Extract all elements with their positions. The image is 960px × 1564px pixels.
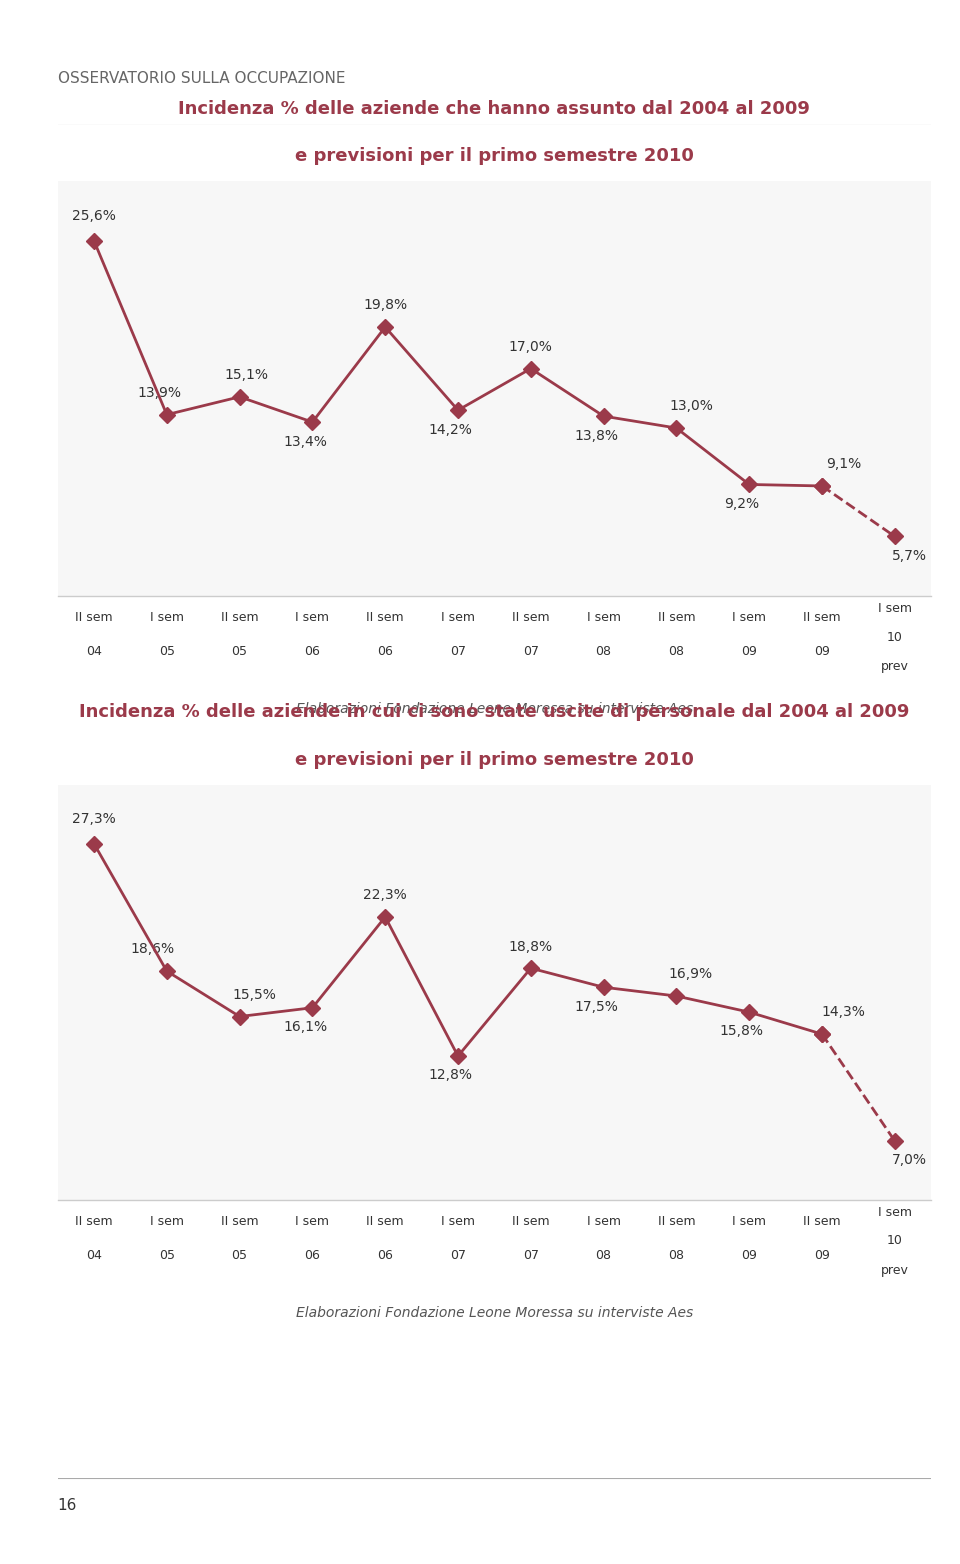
Text: 17,5%: 17,5% <box>574 999 618 1013</box>
Text: I sem: I sem <box>877 1206 912 1218</box>
Text: 08: 08 <box>668 646 684 658</box>
Text: 06: 06 <box>304 646 321 658</box>
Text: OSSERVATORIO SULLA OCCUPAZIONE: OSSERVATORIO SULLA OCCUPAZIONE <box>58 70 345 86</box>
Text: I sem: I sem <box>732 612 766 624</box>
Text: 7,0%: 7,0% <box>892 1153 926 1167</box>
Text: 06: 06 <box>304 1250 321 1262</box>
Text: 05: 05 <box>231 646 248 658</box>
Text: 18,6%: 18,6% <box>131 943 175 957</box>
Text: 10: 10 <box>887 1234 902 1248</box>
Text: II sem: II sem <box>512 1215 550 1228</box>
Text: Elaborazioni Fondazione Leone Moressa su interviste Aes: Elaborazioni Fondazione Leone Moressa su… <box>296 702 693 716</box>
Text: 07: 07 <box>523 1250 539 1262</box>
Text: 12,8%: 12,8% <box>429 1068 472 1082</box>
Text: e previsioni per il primo semestre 2010: e previsioni per il primo semestre 2010 <box>295 751 694 769</box>
Text: 15,1%: 15,1% <box>225 368 269 382</box>
Text: Incidenza % delle aziende in cui ci sono state uscite di personale dal 2004 al 2: Incidenza % delle aziende in cui ci sono… <box>80 704 909 721</box>
Text: 13,0%: 13,0% <box>669 399 713 413</box>
Text: II sem: II sem <box>804 612 841 624</box>
Text: 17,0%: 17,0% <box>509 339 553 353</box>
Text: 14,2%: 14,2% <box>429 422 472 436</box>
Text: I sem: I sem <box>150 1215 183 1228</box>
Text: I sem: I sem <box>296 612 329 624</box>
Text: 08: 08 <box>668 1250 684 1262</box>
Text: II sem: II sem <box>367 612 404 624</box>
Text: I sem: I sem <box>441 1215 475 1228</box>
Text: 13,9%: 13,9% <box>137 386 181 400</box>
Text: II sem: II sem <box>221 612 258 624</box>
Text: 07: 07 <box>523 646 539 658</box>
Text: I sem: I sem <box>587 612 620 624</box>
Text: e previsioni per il primo semestre 2010: e previsioni per il primo semestre 2010 <box>295 147 694 166</box>
Text: 10: 10 <box>887 630 902 644</box>
Text: 06: 06 <box>377 646 394 658</box>
Text: 19,8%: 19,8% <box>363 299 407 313</box>
Text: 13,8%: 13,8% <box>574 429 618 443</box>
Text: 05: 05 <box>231 1250 248 1262</box>
Text: prev: prev <box>881 660 909 673</box>
Text: 16: 16 <box>58 1498 77 1512</box>
Text: 9,1%: 9,1% <box>827 457 861 471</box>
Text: I sem: I sem <box>296 1215 329 1228</box>
Text: II sem: II sem <box>75 1215 113 1228</box>
Text: prev: prev <box>881 1264 909 1276</box>
Text: 09: 09 <box>814 646 830 658</box>
Text: I sem: I sem <box>441 612 475 624</box>
Text: 05: 05 <box>158 646 175 658</box>
Text: 15,5%: 15,5% <box>232 988 276 1003</box>
Text: II sem: II sem <box>75 612 113 624</box>
Text: II sem: II sem <box>512 612 550 624</box>
Text: Elaborazioni Fondazione Leone Moressa su interviste Aes: Elaborazioni Fondazione Leone Moressa su… <box>296 1306 693 1320</box>
Text: II sem: II sem <box>658 1215 695 1228</box>
Text: 22,3%: 22,3% <box>363 888 407 902</box>
Text: 09: 09 <box>741 1250 757 1262</box>
Text: II sem: II sem <box>658 612 695 624</box>
Text: Incidenza % delle aziende che hanno assunto dal 2004 al 2009: Incidenza % delle aziende che hanno assu… <box>179 100 810 117</box>
Text: II sem: II sem <box>367 1215 404 1228</box>
Text: I sem: I sem <box>732 1215 766 1228</box>
Text: 14,3%: 14,3% <box>822 1006 866 1020</box>
Text: II sem: II sem <box>221 1215 258 1228</box>
Text: 13,4%: 13,4% <box>283 435 327 449</box>
Text: 06: 06 <box>377 1250 394 1262</box>
Text: 27,3%: 27,3% <box>72 812 116 826</box>
Text: 04: 04 <box>86 1250 102 1262</box>
Text: I sem: I sem <box>150 612 183 624</box>
Text: 25,6%: 25,6% <box>72 210 116 224</box>
Text: II sem: II sem <box>804 1215 841 1228</box>
Text: 08: 08 <box>595 646 612 658</box>
Text: 07: 07 <box>450 1250 466 1262</box>
Text: 04: 04 <box>86 646 102 658</box>
Text: I sem: I sem <box>877 602 912 615</box>
Text: 18,8%: 18,8% <box>509 940 553 954</box>
Text: 08: 08 <box>595 1250 612 1262</box>
Text: 16,1%: 16,1% <box>283 1020 327 1034</box>
Text: 07: 07 <box>450 646 466 658</box>
Text: 09: 09 <box>814 1250 830 1262</box>
Text: 5,7%: 5,7% <box>892 549 926 563</box>
Text: 05: 05 <box>158 1250 175 1262</box>
Text: 09: 09 <box>741 646 757 658</box>
Text: I sem: I sem <box>587 1215 620 1228</box>
Text: 15,8%: 15,8% <box>720 1024 764 1038</box>
Text: 16,9%: 16,9% <box>669 968 713 981</box>
Text: 9,2%: 9,2% <box>725 497 759 511</box>
